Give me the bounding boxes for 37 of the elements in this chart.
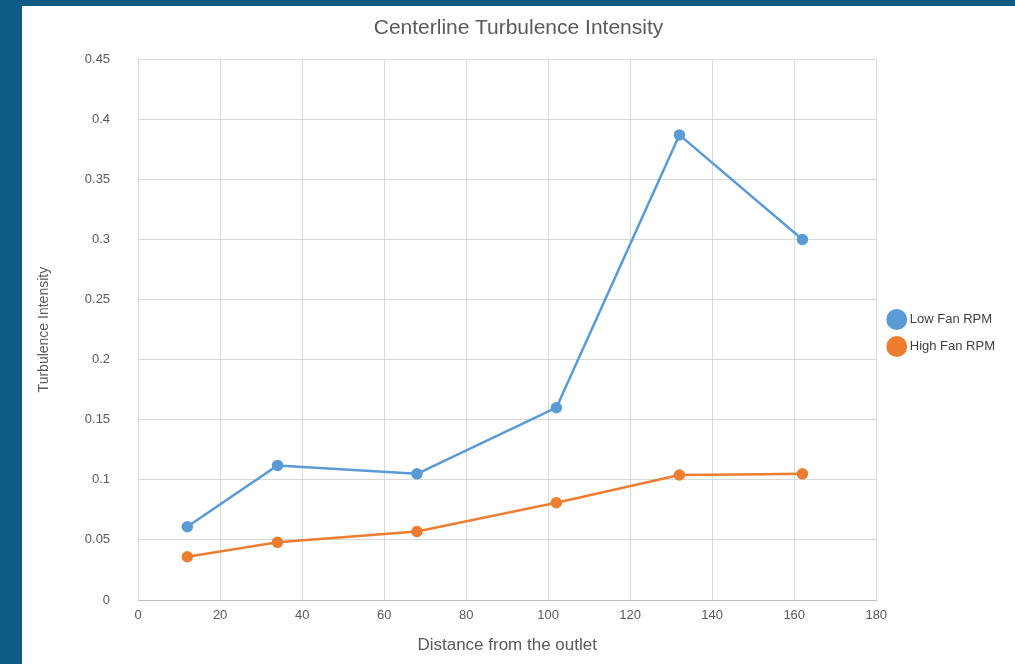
y-tick-label: 0.05 [84,531,111,547]
point [673,129,686,141]
legend-label: High Fan RPM [909,338,995,354]
y-tick-label: 0.2 [92,351,111,367]
x-tick-label: 160 [783,607,806,623]
point [181,520,194,533]
point [411,468,423,480]
x-tick-label: 0 [134,607,142,623]
point [673,469,686,481]
point [550,401,563,414]
point [796,233,809,246]
x-tick-label: 140 [701,607,724,623]
y-tick-label: 0.4 [92,110,111,126]
point [271,536,284,549]
x-axis-title: Distance from the outlet [417,635,598,655]
point [271,459,284,472]
y-axis-title: Turbulence Intensity [35,266,52,393]
x-tick-label: 60 [376,607,392,623]
point [411,525,423,538]
y-tick-label: 0 [102,591,111,607]
point [550,496,563,509]
x-tick-label: 100 [537,607,560,623]
y-tick-label: 0.45 [84,50,111,66]
y-tick-label: 0.25 [84,291,111,307]
x-tick-label: 180 [865,607,888,623]
x-tick-label: 120 [619,607,642,623]
legend-label: Low Fan RPM [909,311,993,327]
chart-title: Centerline Turbulence Intensity [373,15,664,39]
y-tick-label: 0.3 [92,231,111,247]
point [796,468,809,480]
y-tick-label: 0.1 [92,471,111,487]
point [181,550,194,563]
x-tick-label: 80 [458,607,474,623]
x-tick-label: 40 [294,607,310,623]
x-tick-label: 20 [212,607,228,623]
y-tick-label: 0.15 [84,411,111,427]
y-tick-label: 0.35 [84,170,111,186]
